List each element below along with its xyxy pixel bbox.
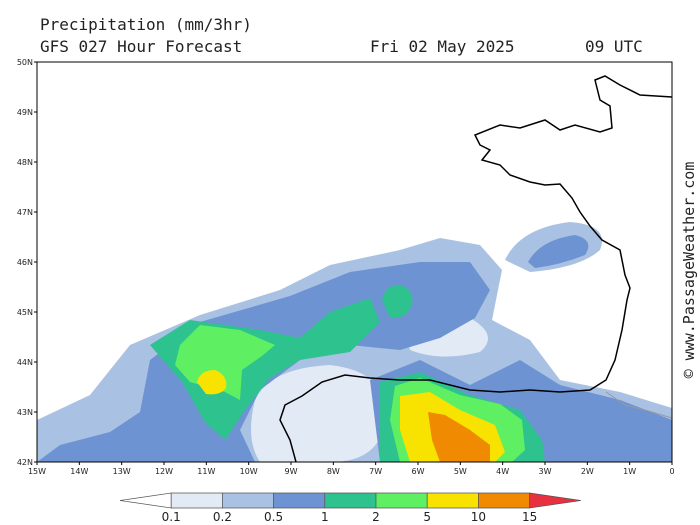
precip-area bbox=[428, 412, 490, 462]
lon-label: 3W bbox=[539, 467, 552, 476]
precip bbox=[37, 62, 672, 462]
colorbar-label: 10 bbox=[471, 510, 486, 524]
colorbar-label: 0.1 bbox=[162, 510, 181, 524]
colorbar-cell bbox=[529, 492, 581, 509]
lat-label: 46N bbox=[17, 258, 33, 267]
colorbar-cell bbox=[426, 492, 479, 509]
colorbar-cell bbox=[119, 492, 172, 509]
lon-label: 2W bbox=[581, 467, 594, 476]
lon-label: 1W bbox=[623, 467, 636, 476]
lon-label: 15W bbox=[28, 467, 46, 476]
colorbar-label: 0.5 bbox=[264, 510, 283, 524]
lat-label: 50N bbox=[17, 58, 33, 67]
colorbar-cell bbox=[375, 492, 428, 509]
colorbar-label: 0.2 bbox=[213, 510, 232, 524]
colorbar: 0.1 0.2 0.5 1 2 5 10 15 bbox=[119, 492, 581, 524]
lon-label: 5W bbox=[454, 467, 467, 476]
lat-label: 42N bbox=[17, 458, 33, 467]
precip-area bbox=[382, 285, 413, 319]
colorbar-label: 15 bbox=[522, 510, 537, 524]
watermark: © www.PassageWeather.com bbox=[680, 162, 698, 379]
subtitle: GFS 027 Hour Forecast bbox=[40, 37, 242, 56]
lat-label: 45N bbox=[17, 308, 33, 317]
lon-label: 7W bbox=[369, 467, 382, 476]
lat-label: 43N bbox=[17, 408, 33, 417]
precip-area bbox=[251, 365, 386, 462]
lat-label: 47N bbox=[17, 208, 33, 217]
title: Precipitation (mm/3hr) bbox=[40, 15, 252, 34]
colorbar-cell bbox=[478, 492, 530, 509]
lon-label: 6W bbox=[412, 467, 425, 476]
lon-label: 9W bbox=[285, 467, 298, 476]
time: 09 UTC bbox=[585, 37, 643, 56]
lon-label: 4W bbox=[496, 467, 509, 476]
colorbar-label: 2 bbox=[372, 510, 380, 524]
precip-area bbox=[528, 235, 589, 268]
colorbar-label: 1 bbox=[321, 510, 329, 524]
lon-label: 13W bbox=[113, 467, 131, 476]
colorbar-cell bbox=[170, 492, 223, 509]
lat-label: 44N bbox=[17, 358, 33, 367]
border bbox=[605, 391, 672, 419]
lon-label: 12W bbox=[155, 467, 173, 476]
lat-label: 48N bbox=[17, 158, 33, 167]
colorbar-label: 5 bbox=[423, 510, 431, 524]
lon-label: 14W bbox=[70, 467, 88, 476]
colorbar-cell bbox=[324, 492, 377, 509]
lon-label: 8W bbox=[327, 467, 340, 476]
lon-label: 0 bbox=[669, 467, 674, 476]
colorbar-cell bbox=[222, 492, 274, 509]
precip-area bbox=[197, 370, 227, 395]
lon-label: 11W bbox=[197, 467, 215, 476]
date: Fri 02 May 2025 bbox=[370, 37, 515, 56]
lon-label: 10W bbox=[240, 467, 258, 476]
lat-label: 49N bbox=[17, 108, 33, 117]
colorbar-cell bbox=[273, 492, 326, 509]
coastline bbox=[279, 75, 672, 462]
